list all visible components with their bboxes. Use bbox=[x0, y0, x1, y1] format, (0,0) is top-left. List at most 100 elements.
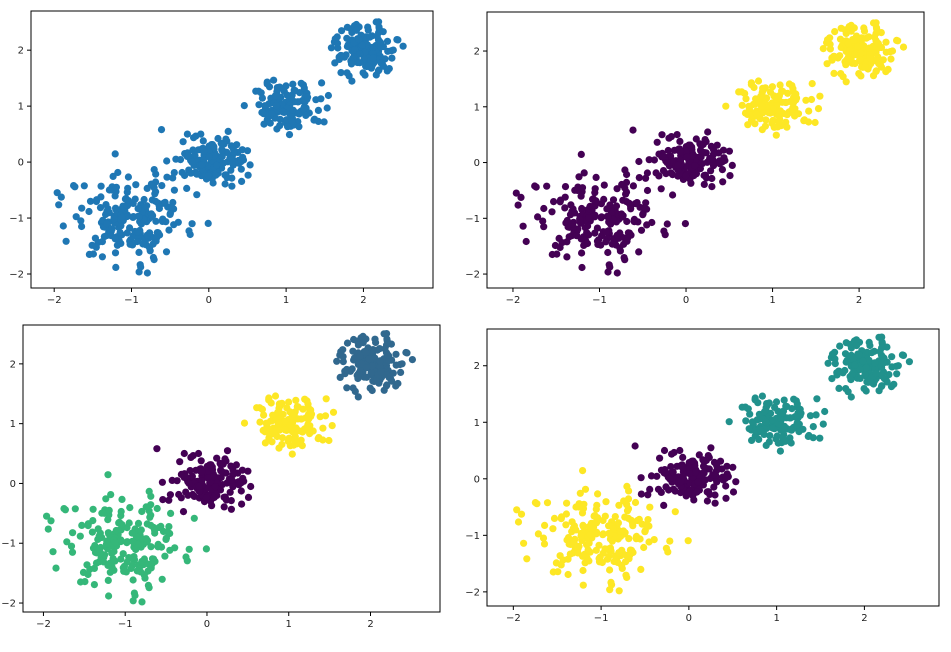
scatter-point bbox=[643, 221, 651, 229]
scatter-point bbox=[253, 404, 261, 412]
scatter-point bbox=[148, 560, 156, 568]
scatter-point bbox=[735, 88, 743, 96]
scatter-point bbox=[835, 384, 843, 392]
scatter-point bbox=[325, 436, 333, 445]
scatter-point bbox=[635, 174, 643, 182]
scatter-point bbox=[261, 102, 269, 110]
scatter-point bbox=[271, 392, 280, 400]
scatter-point bbox=[227, 476, 236, 484]
scatter-point bbox=[71, 505, 79, 513]
scatter-point bbox=[859, 357, 867, 365]
scatter-point bbox=[629, 182, 637, 190]
scatter-point bbox=[199, 137, 207, 145]
scatter-point bbox=[691, 468, 699, 477]
scatter-point bbox=[279, 108, 287, 116]
scatter-point bbox=[862, 34, 870, 42]
scatter-point bbox=[133, 228, 142, 236]
points-layer bbox=[53, 18, 407, 277]
scatter-point bbox=[632, 532, 641, 540]
scatter-point bbox=[682, 172, 690, 180]
scatter-point bbox=[604, 213, 612, 221]
scatter-point bbox=[816, 92, 824, 100]
scatter-point bbox=[62, 237, 70, 245]
scatter-point bbox=[129, 538, 137, 546]
scatter-point bbox=[217, 467, 225, 475]
scatter-point bbox=[813, 395, 821, 403]
scatter-point bbox=[599, 530, 607, 538]
scatter-point bbox=[684, 537, 692, 545]
scatter-point bbox=[751, 396, 759, 404]
scatter-point bbox=[212, 171, 220, 179]
scatter-point bbox=[112, 263, 120, 271]
scatter-point bbox=[228, 182, 236, 190]
scatter-point bbox=[870, 33, 879, 41]
scatter-point bbox=[116, 228, 124, 237]
scatter-point bbox=[214, 134, 222, 143]
scatter-point bbox=[697, 153, 705, 161]
scatter-point bbox=[379, 62, 388, 70]
scatter-point bbox=[362, 348, 370, 356]
scatter-point bbox=[166, 491, 174, 499]
scatter-point bbox=[92, 243, 100, 251]
scatter-point bbox=[624, 234, 632, 242]
scatter-point bbox=[654, 485, 663, 493]
scatter-point bbox=[98, 253, 106, 261]
scatter-point bbox=[660, 446, 669, 455]
scatter-point bbox=[132, 545, 140, 554]
scatter-point bbox=[517, 193, 525, 201]
scatter-point bbox=[598, 558, 606, 567]
scatter-point bbox=[806, 412, 815, 420]
scatter-point bbox=[729, 488, 738, 496]
scatter-point bbox=[635, 248, 643, 256]
scatter-point bbox=[351, 46, 359, 54]
scatter-point bbox=[349, 384, 357, 392]
scatter-point bbox=[512, 189, 520, 197]
scatter-point bbox=[708, 155, 716, 163]
scatter-point bbox=[247, 482, 255, 491]
axes-frame bbox=[486, 11, 925, 289]
scatter-point bbox=[204, 219, 212, 227]
scatter-point bbox=[129, 597, 137, 605]
scatter-point bbox=[118, 495, 126, 503]
y-tick-label: −2 bbox=[1, 599, 16, 610]
scatter-point bbox=[266, 119, 274, 127]
scatter-point bbox=[596, 553, 604, 561]
scatter-point bbox=[78, 222, 86, 231]
scatter-point bbox=[888, 353, 896, 361]
scatter-point bbox=[100, 233, 108, 241]
scatter-point bbox=[557, 561, 565, 569]
scatter-point bbox=[185, 479, 193, 488]
scatter-point bbox=[329, 408, 338, 416]
scatter-point bbox=[520, 539, 528, 547]
scatter-point bbox=[550, 198, 558, 206]
scatter-point bbox=[163, 173, 171, 181]
scatter-point bbox=[88, 528, 96, 536]
scatter-point bbox=[860, 42, 868, 50]
scatter-point bbox=[597, 241, 605, 249]
scatter-point bbox=[851, 59, 859, 68]
scatter-point bbox=[237, 479, 245, 487]
scatter-point bbox=[578, 184, 587, 192]
scatter-point bbox=[104, 576, 112, 584]
scatter-point bbox=[366, 384, 374, 392]
scatter-point bbox=[876, 348, 884, 356]
scatter-point bbox=[184, 152, 192, 160]
scatter-point bbox=[244, 467, 252, 475]
scatter-point bbox=[336, 373, 344, 381]
scatter-point bbox=[328, 422, 336, 430]
scatter-point bbox=[765, 109, 773, 117]
scatter-point bbox=[627, 205, 635, 213]
scatter-point bbox=[824, 359, 832, 367]
scatter-point bbox=[584, 222, 592, 230]
scatter-point bbox=[713, 462, 721, 470]
scatter-point bbox=[553, 250, 561, 258]
scatter-point bbox=[584, 546, 592, 554]
scatter-point bbox=[290, 410, 298, 418]
scatter-point bbox=[182, 553, 190, 561]
scatter-point bbox=[89, 505, 97, 513]
scatter-point bbox=[748, 436, 756, 444]
scatter-point bbox=[124, 184, 132, 192]
scatter-point bbox=[185, 227, 193, 235]
y-tick-label: 0 bbox=[474, 158, 480, 169]
scatter-point bbox=[562, 521, 570, 529]
